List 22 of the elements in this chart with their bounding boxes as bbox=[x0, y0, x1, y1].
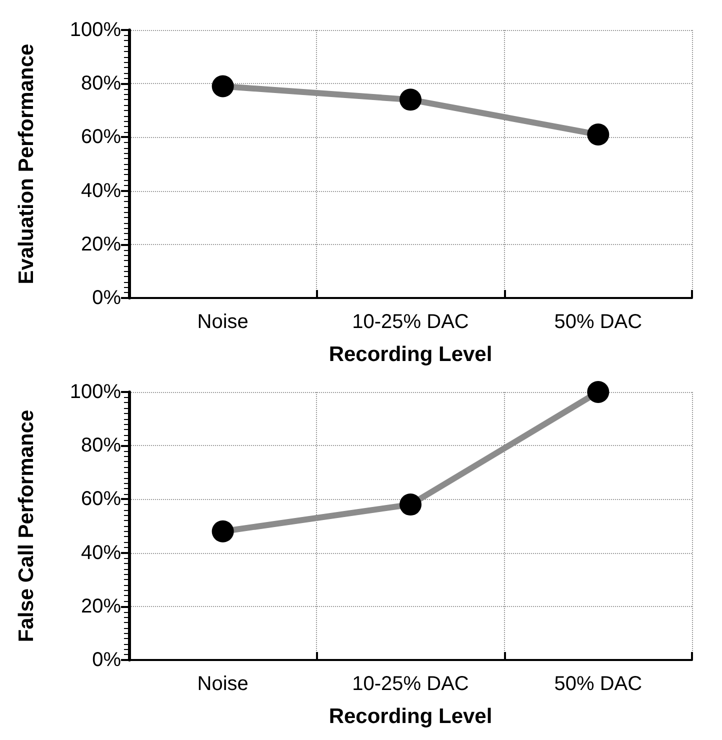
x-axis-title: Recording Level bbox=[328, 705, 492, 728]
y-tick-label: 100% bbox=[70, 19, 122, 41]
y-axis-title: Evaluation Performance bbox=[15, 44, 38, 284]
y-axis-title: False Call Performance bbox=[15, 410, 38, 642]
y-tick-label: 40% bbox=[80, 542, 122, 564]
x-tick-label: 50% DAC bbox=[554, 311, 642, 333]
y-tick-label: 80% bbox=[80, 72, 122, 95]
y-tick-label: 0% bbox=[92, 287, 122, 309]
x-axis-title: Recording Level bbox=[328, 343, 492, 366]
y-tick-label: 60% bbox=[80, 488, 122, 510]
x-tick-label: 10-25% DAC bbox=[352, 311, 469, 333]
x-tick-label: 50% DAC bbox=[554, 673, 642, 695]
x-tick-label: 10-25% DAC bbox=[352, 673, 469, 695]
x-tick-label: Noise bbox=[197, 673, 248, 695]
y-tick-label: 100% bbox=[70, 381, 122, 403]
y-tick-label: 20% bbox=[80, 233, 122, 256]
y-tick-label: 40% bbox=[80, 180, 122, 202]
x-tick-label: Noise bbox=[197, 311, 248, 333]
y-tick-label: 0% bbox=[92, 649, 122, 671]
y-tick-label: 20% bbox=[80, 595, 122, 618]
y-tick-label: 60% bbox=[80, 126, 122, 148]
y-tick-label: 80% bbox=[80, 434, 122, 457]
